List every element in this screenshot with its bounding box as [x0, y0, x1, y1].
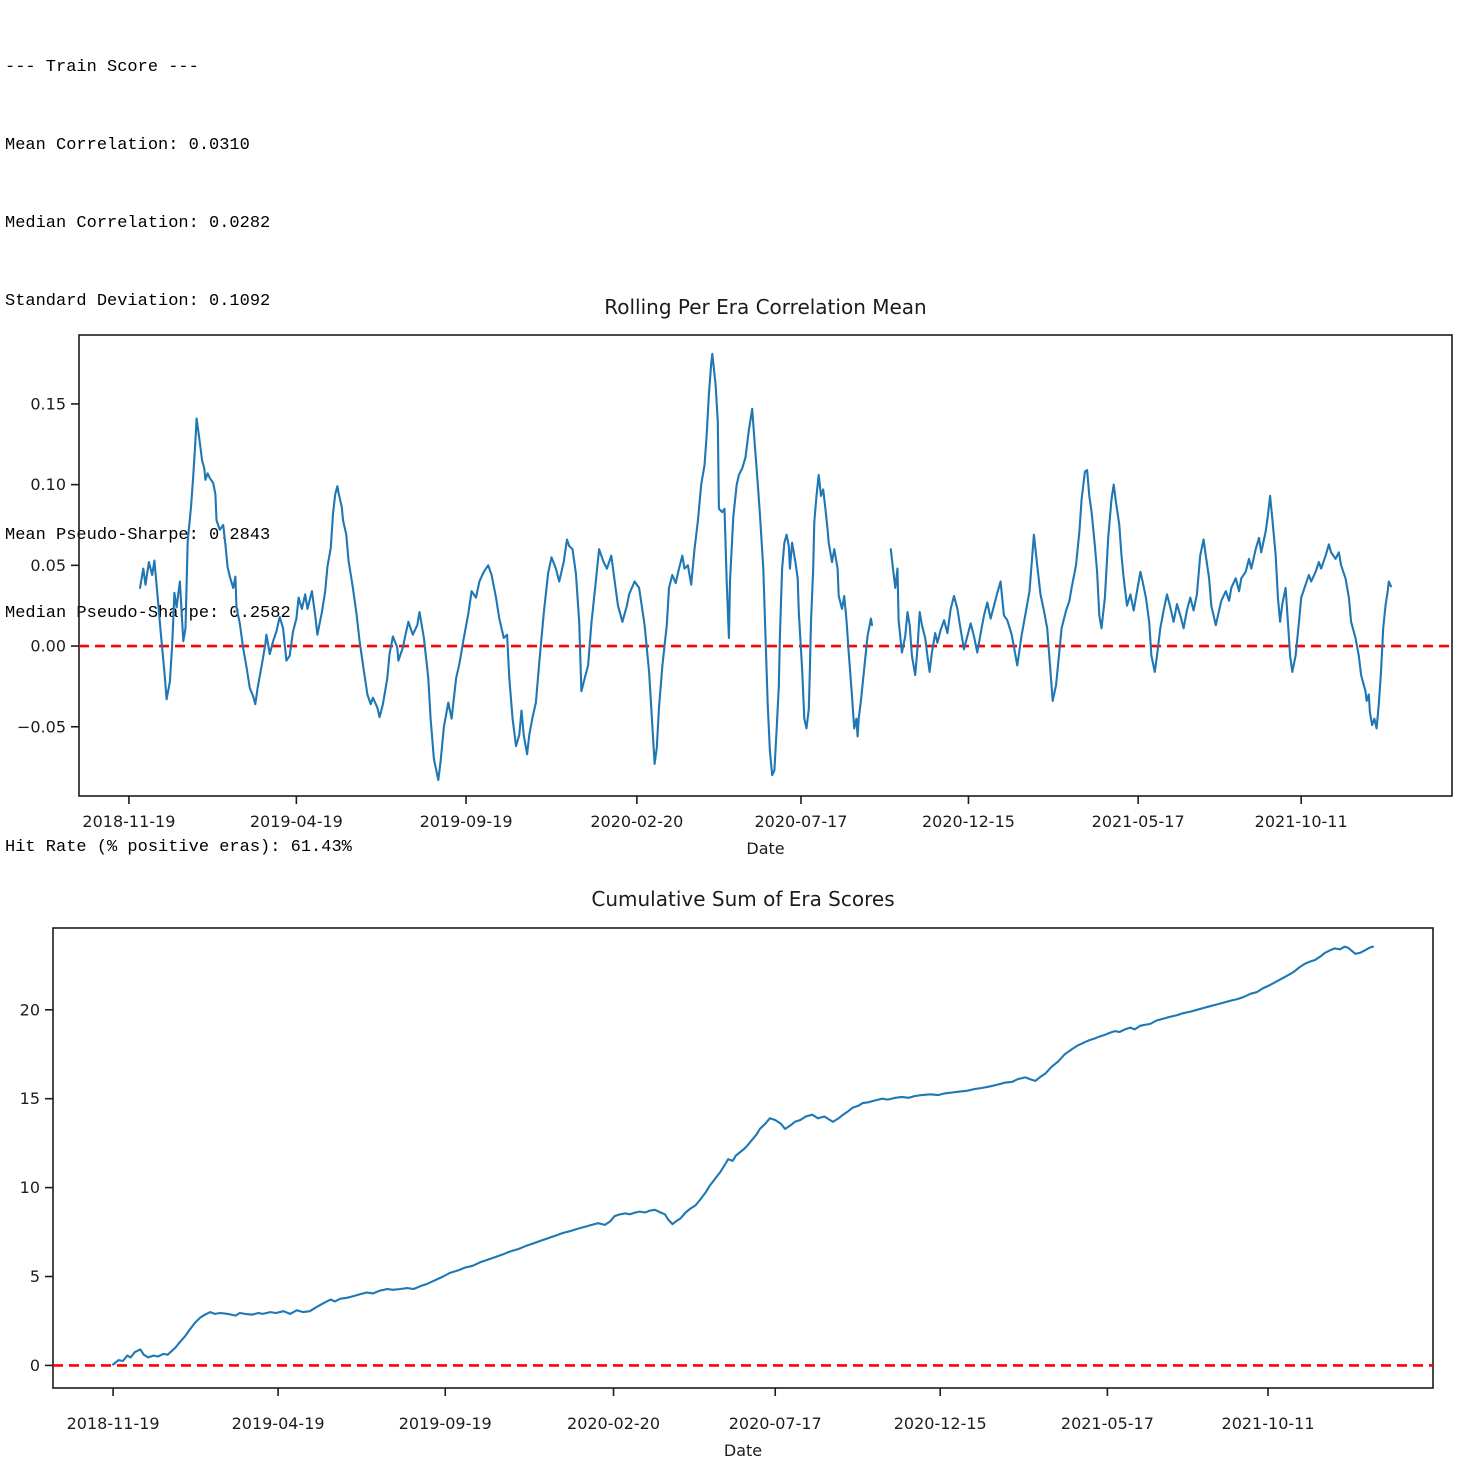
y-tick-label: 10	[20, 1178, 40, 1197]
y-tick-label: 0.00	[30, 637, 66, 656]
axes-border	[78, 334, 1453, 797]
x-axis-label: Date	[724, 1441, 762, 1460]
x-tick-label: 2019-04-19	[250, 812, 343, 831]
report-line: --- Train Score ---	[5, 58, 199, 77]
x-tick-label: 2020-12-15	[894, 1414, 987, 1433]
y-tick-label: −0.05	[17, 717, 66, 736]
axes-border	[52, 927, 1434, 1389]
y-tick-label: 5	[30, 1267, 40, 1286]
x-tick-label: 2020-07-17	[754, 812, 847, 831]
x-tick-label: 2021-10-11	[1255, 812, 1348, 831]
x-tick-label: 2019-09-19	[399, 1414, 492, 1433]
data-line	[889, 469, 1393, 730]
x-tick-label: 2021-05-17	[1092, 812, 1185, 831]
x-tick-label: 2021-10-11	[1222, 1414, 1315, 1433]
report-line: Mean Correlation: 0.0310	[5, 136, 250, 155]
y-tick-label: 15	[20, 1089, 40, 1108]
x-tick-label: 2018-11-19	[67, 1414, 160, 1433]
y-tick-label: 0.15	[30, 394, 66, 413]
y-tick-label: 0.05	[30, 556, 66, 575]
report-line: Median Pseudo-Sharpe: 0.2582	[5, 604, 291, 623]
y-tick-label: 0.10	[30, 475, 66, 494]
y-tick-label: 20	[20, 1000, 40, 1019]
x-tick-label: 2019-04-19	[232, 1414, 325, 1433]
y-tick-label: 0	[30, 1356, 40, 1375]
chart-1: Rolling Per Era Correlation Mean Date 2018…	[17, 295, 1453, 858]
x-tick-label: 2019-09-19	[420, 812, 513, 831]
x-tick-label: 2020-02-20	[567, 1414, 660, 1433]
x-tick-label: 2020-02-20	[590, 812, 683, 831]
chart-title: Rolling Per Era Correlation Mean	[604, 295, 926, 319]
data-line	[138, 352, 874, 782]
x-tick-label: 2020-07-17	[729, 1414, 822, 1433]
train-score-report: --- Train Score --- Mean Correlation: 0.…	[5, 3, 352, 887]
chart-2: Cumulative Sum of Era Scores Date 2018-11-…	[20, 887, 1434, 1460]
report-line: Median Correlation: 0.0282	[5, 214, 271, 233]
x-axis-label: Date	[746, 839, 784, 858]
x-tick-label: 2021-05-17	[1061, 1414, 1154, 1433]
x-tick-label: 2018-11-19	[82, 812, 175, 831]
x-tick-label: 2020-12-15	[922, 812, 1015, 831]
data-line	[112, 945, 1374, 1366]
report-line: Standard Deviation: 0.1092	[5, 292, 271, 311]
report-line: Hit Rate (% positive eras): 61.43%	[5, 838, 352, 857]
chart-title: Cumulative Sum of Era Scores	[591, 887, 894, 911]
